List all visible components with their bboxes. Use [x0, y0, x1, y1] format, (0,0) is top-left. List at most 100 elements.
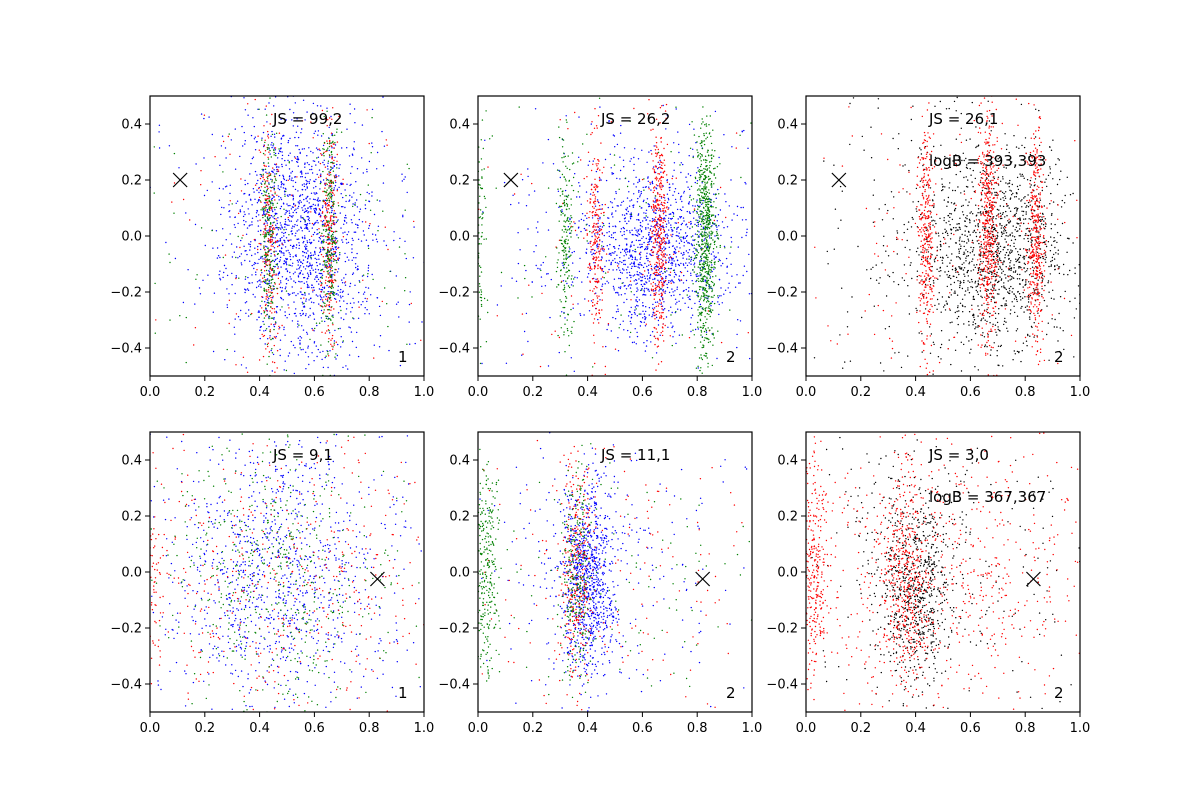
scatter-point: [221, 206, 223, 209]
scatter-point: [320, 344, 322, 346]
scatter-point: [283, 326, 285, 328]
scatter-point: [653, 326, 655, 329]
scatter-point: [359, 281, 361, 283]
scatter-point: [195, 278, 197, 280]
scatter-point: [578, 156, 580, 158]
scatter-point: [503, 181, 506, 184]
scatter-point: [327, 353, 329, 355]
scatter-point: [240, 239, 242, 242]
scatter-point: [300, 270, 302, 272]
scatter-point: [654, 152, 657, 154]
scatter-point: [592, 248, 594, 251]
scatter-point: [248, 243, 250, 245]
scatter-point: [690, 243, 693, 245]
scatter-point: [273, 272, 275, 274]
scatter-point: [615, 226, 617, 228]
scatter-point: [344, 214, 347, 217]
scatter-point: [593, 194, 596, 196]
scatter-point: [326, 179, 328, 181]
scatter-point: [660, 227, 662, 230]
scatter-point: [259, 219, 261, 221]
scatter-point: [361, 157, 363, 159]
scatter-point: [273, 215, 276, 217]
scatter-point: [683, 192, 685, 194]
scatter-point: [663, 240, 666, 242]
scatter-point: [283, 263, 285, 265]
scatter-point: [327, 280, 329, 283]
scatter-point: [319, 294, 321, 296]
scatter-point: [600, 179, 602, 181]
scatter-point: [268, 315, 271, 318]
scatter-point: [594, 235, 596, 237]
scatter-point: [268, 317, 270, 320]
scatter-point: [542, 162, 544, 164]
scatter-point: [653, 205, 655, 207]
scatter-point: [296, 145, 299, 147]
scatter-point: [280, 186, 282, 188]
scatter-point: [659, 265, 662, 268]
scatter-point: [346, 183, 348, 185]
scatter-point: [647, 203, 649, 205]
scatter-point: [676, 228, 678, 230]
scatter-point: [660, 137, 662, 140]
scatter-point: [647, 223, 649, 225]
scatter-point: [268, 206, 270, 208]
scatter-point: [234, 350, 236, 352]
scatter-point: [353, 148, 355, 151]
scatter-point: [364, 207, 367, 210]
scatter-point: [730, 241, 733, 243]
scatter-point: [207, 274, 209, 276]
scatter-point: [653, 187, 655, 189]
scatter-point: [572, 307, 574, 309]
scatter-point: [339, 252, 341, 254]
scatter-point: [351, 340, 354, 343]
scatter-point: [288, 162, 290, 164]
scatter-point: [608, 226, 611, 228]
scatter-point: [678, 250, 680, 253]
scatter-point: [265, 105, 267, 107]
scatter-point: [333, 215, 335, 218]
scatter-point: [244, 140, 246, 142]
scatter-point: [328, 171, 330, 173]
scatter-point: [336, 220, 338, 222]
scatter-point: [652, 242, 655, 244]
scatter-point: [629, 246, 632, 248]
scatter-point: [288, 264, 290, 266]
scatter-point: [335, 221, 338, 224]
scatter-point: [333, 342, 335, 344]
scatter-point: [344, 282, 346, 284]
scatter-point: [302, 303, 304, 305]
scatter-point: [328, 181, 330, 184]
scatter-point: [271, 146, 273, 149]
scatter-point: [565, 115, 567, 117]
scatter-point: [697, 367, 699, 369]
scatter-point: [301, 172, 303, 174]
scatter-point: [693, 244, 695, 246]
scatter-point: [270, 156, 272, 158]
scatter-point: [289, 137, 291, 140]
scatter-point: [583, 227, 586, 230]
scatter-point: [371, 146, 374, 148]
scatter-point: [597, 256, 600, 258]
scatter-point: [604, 265, 606, 268]
scatter-point: [317, 200, 319, 202]
scatter-point: [308, 286, 310, 288]
scatter-point: [330, 309, 332, 311]
scatter-point: [705, 186, 708, 188]
scatter-point: [315, 147, 318, 149]
scatter-point: [300, 337, 303, 339]
scatter-point: [602, 245, 605, 248]
scatter-point: [646, 340, 648, 342]
scatter-point: [278, 328, 280, 330]
scatter-point: [268, 263, 271, 265]
scatter-point: [330, 182, 333, 184]
scatter-point: [686, 270, 689, 272]
scatter-point: [312, 152, 314, 154]
scatter-point: [263, 323, 265, 325]
scatter-point: [291, 233, 293, 235]
scatter-point: [278, 148, 280, 150]
scatter-point: [665, 234, 667, 236]
scatter-point: [263, 245, 265, 247]
scatter-point: [652, 288, 654, 291]
scatter-point: [639, 320, 642, 323]
